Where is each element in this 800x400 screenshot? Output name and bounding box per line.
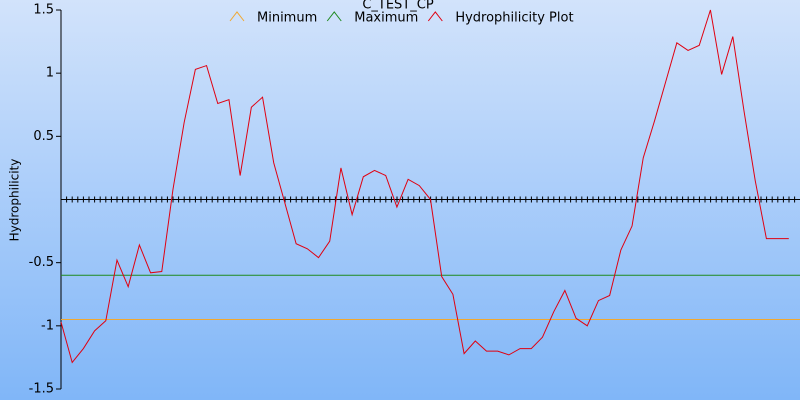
y-tick-label: 1 bbox=[46, 66, 54, 81]
y-tick-label: -0.5 bbox=[29, 255, 54, 270]
legend-label: Minimum bbox=[257, 11, 317, 26]
y-tick-label: -1.5 bbox=[29, 382, 54, 397]
y-tick-label: 0.5 bbox=[33, 129, 54, 144]
legend-icon bbox=[326, 11, 342, 22]
y-tick-label: 1.5 bbox=[33, 3, 54, 18]
legend-icon bbox=[229, 11, 245, 22]
legend-icon bbox=[427, 11, 443, 22]
legend-label: Maximum bbox=[354, 11, 418, 26]
y-tick-label: -1 bbox=[41, 318, 54, 333]
chart-title: C_TEST_CP bbox=[362, 0, 434, 13]
data-line bbox=[60, 9, 789, 364]
y-axis-label: Hydrophilicity bbox=[8, 159, 22, 242]
legend-label: Hydrophilicity Plot bbox=[455, 11, 573, 26]
